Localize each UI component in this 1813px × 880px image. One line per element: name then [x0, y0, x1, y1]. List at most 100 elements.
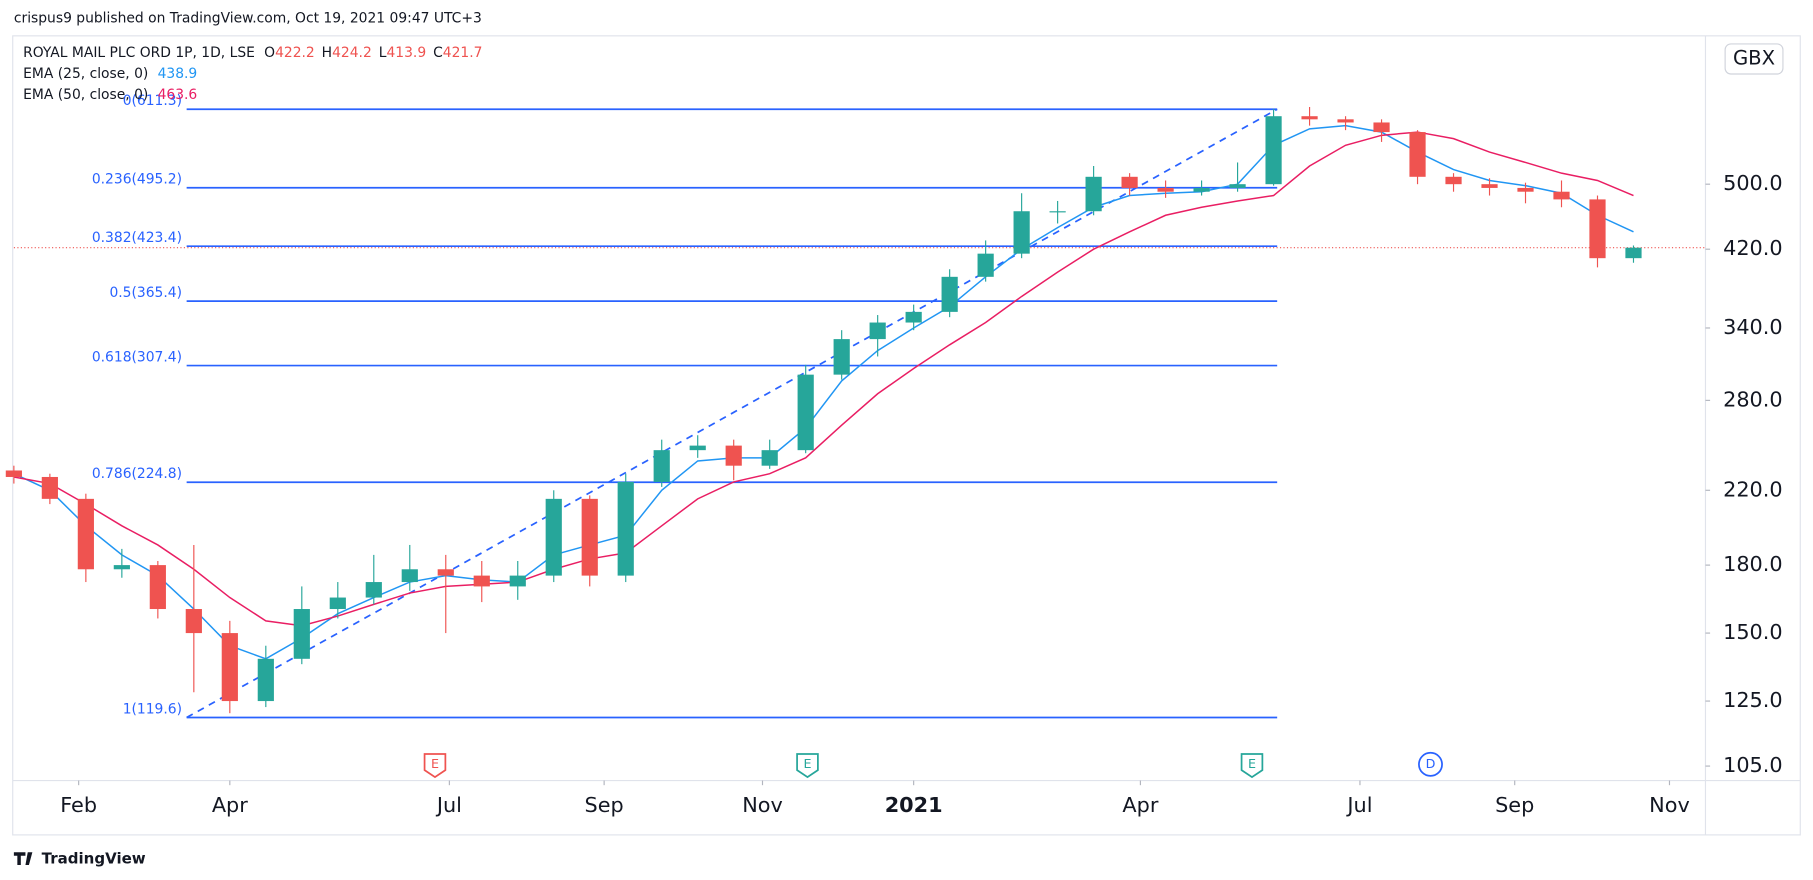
- candle-body: [1265, 116, 1282, 185]
- event-marker: [1240, 753, 1264, 779]
- candle-body: [1193, 187, 1210, 192]
- indicator-name: EMA (25, close, 0): [23, 66, 148, 82]
- plot-area: 0(611.3) 0.236(495.2) 0.382(423.4) 0.5(365.…: [5, 93, 1706, 779]
- indicator-value: 463.6: [158, 87, 198, 103]
- candle-body: [113, 565, 130, 570]
- candle-body: [1049, 211, 1066, 213]
- published-note: crispus9 published on TradingView.com, O…: [14, 11, 482, 27]
- candle-body: [1409, 132, 1426, 177]
- ohlc-label: O: [264, 45, 275, 61]
- fib-label: 0.618(307.4): [92, 349, 182, 365]
- event-marker: [423, 753, 447, 779]
- candle-body: [1553, 191, 1570, 200]
- candle-body: [41, 476, 58, 499]
- candle-body: [329, 597, 346, 610]
- brand: TradingView: [42, 850, 146, 868]
- candle-body: [797, 374, 814, 451]
- candle-body: [293, 609, 310, 659]
- candle-body: [1589, 199, 1606, 259]
- y-tick-label: 280.0: [1723, 387, 1783, 411]
- candle-body: [473, 575, 490, 587]
- candle-body: [1013, 211, 1030, 254]
- candle-body: [941, 276, 958, 312]
- y-tick-label: 340.0: [1723, 315, 1783, 339]
- candle-body: [1085, 176, 1102, 212]
- candle-body: [1337, 119, 1354, 123]
- y-tick-label: 500.0: [1723, 171, 1783, 195]
- fib-label: 0.236(495.2): [92, 172, 182, 188]
- event-label: D: [1426, 756, 1436, 771]
- candle-body: [1625, 247, 1642, 259]
- x-tick-label: 2021: [885, 793, 943, 817]
- candle-body: [257, 658, 274, 702]
- candle-body: [1481, 184, 1498, 188]
- candle-body: [653, 450, 670, 482]
- currency: GBX: [1733, 46, 1775, 69]
- x-tick-label: Sep: [1495, 793, 1534, 817]
- y-tick-label: 105.0: [1723, 753, 1783, 777]
- ohlc-value: 413.9: [386, 45, 426, 61]
- x-tick-label: Apr: [212, 793, 248, 817]
- candle-body: [1157, 187, 1174, 192]
- candle-body: [869, 322, 886, 340]
- x-tick-label: Jul: [435, 793, 462, 817]
- x-tick-label: Jul: [1345, 793, 1372, 817]
- ohlc-label: L: [379, 45, 387, 61]
- event-label: E: [1248, 756, 1256, 771]
- event-marker: [796, 753, 819, 779]
- candle-body: [545, 498, 562, 576]
- x-tick-label: Feb: [60, 793, 97, 817]
- candle-body: [185, 609, 202, 634]
- candle-body: [221, 633, 238, 702]
- ohlc-label: C: [433, 45, 443, 61]
- chart-frame: [12, 35, 1801, 836]
- ohlc-label: H: [322, 45, 332, 61]
- event-label: E: [431, 756, 439, 771]
- candle-body: [365, 582, 382, 598]
- candle-body: [1229, 184, 1246, 188]
- currency-box: [1724, 43, 1784, 75]
- brand-logo: [13, 852, 33, 865]
- legend: ROYAL MAIL PLC ORD 1P, 1D, LSE O 422.2 H 424…: [23, 45, 482, 103]
- x-tick-label: Apr: [1122, 793, 1158, 817]
- fib-label: 1(119.6): [123, 701, 182, 717]
- candle-body: [437, 569, 454, 576]
- x-tick-label: Nov: [742, 793, 783, 817]
- ohlc-value: 421.7: [443, 45, 483, 61]
- candle-body: [725, 445, 742, 466]
- fib-label: 0.5(365.4): [109, 285, 182, 301]
- ema-line: [13, 124, 1634, 660]
- candle-body: [77, 498, 94, 570]
- y-tick-label: 420.0: [1723, 236, 1783, 260]
- candle-body: [977, 253, 994, 277]
- candle-body: [1121, 176, 1138, 188]
- fib-label: 0(611.3): [123, 93, 182, 109]
- y-tick-label: 220.0: [1723, 477, 1783, 501]
- fib-label: 0.382(423.4): [92, 230, 182, 246]
- candle-body: [689, 445, 706, 451]
- event-label: E: [803, 756, 811, 771]
- symbol-title: ROYAL MAIL PLC ORD 1P, 1D, LSE: [23, 45, 255, 61]
- y-tick-label: 150.0: [1723, 620, 1783, 644]
- candle-body: [581, 498, 598, 576]
- candle-body: [617, 481, 634, 576]
- candle-body: [905, 311, 922, 323]
- fib-trend-line: [186, 108, 1278, 719]
- x-tick-label: Nov: [1649, 793, 1690, 817]
- candle-body: [761, 450, 778, 466]
- candle-body: [1373, 122, 1390, 133]
- y-tick-label: 125.0: [1723, 688, 1783, 712]
- candle-body: [401, 569, 418, 583]
- y-tick-label: 180.0: [1723, 552, 1783, 576]
- x-tick-label: Sep: [585, 793, 624, 817]
- candle-body: [833, 339, 850, 375]
- ema-line: [13, 131, 1634, 627]
- indicator-value: 438.9: [158, 66, 198, 82]
- indicator-name: EMA (50, close, 0): [23, 87, 148, 103]
- ohlc-value: 422.2: [275, 45, 315, 61]
- fib-label: 0.786(224.8): [92, 466, 182, 482]
- event-marker: [1418, 751, 1443, 777]
- ohlc-value: 424.2: [332, 45, 372, 61]
- candle-body: [5, 470, 22, 477]
